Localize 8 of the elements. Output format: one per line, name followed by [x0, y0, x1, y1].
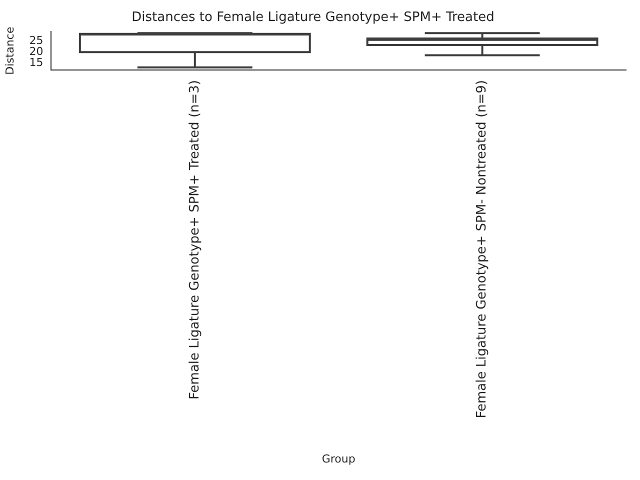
y-tick-label: 15	[29, 56, 44, 70]
x-tick-label: Female Ligature Genotype+ SPM+ Treated (n=3)	[187, 80, 202, 400]
y-axis-title: Distance	[3, 26, 16, 75]
y-tick-label: 25	[29, 34, 44, 47]
chart-title: Distances to Female Ligature Genotype+ SPM+ Treated	[132, 10, 494, 26]
x-tick-label: Female Ligature Genotype+ SPM- Nontreated (n=9)	[474, 80, 490, 418]
y-tick-label: 20	[29, 45, 44, 58]
x-axis-title: Group	[322, 452, 356, 466]
